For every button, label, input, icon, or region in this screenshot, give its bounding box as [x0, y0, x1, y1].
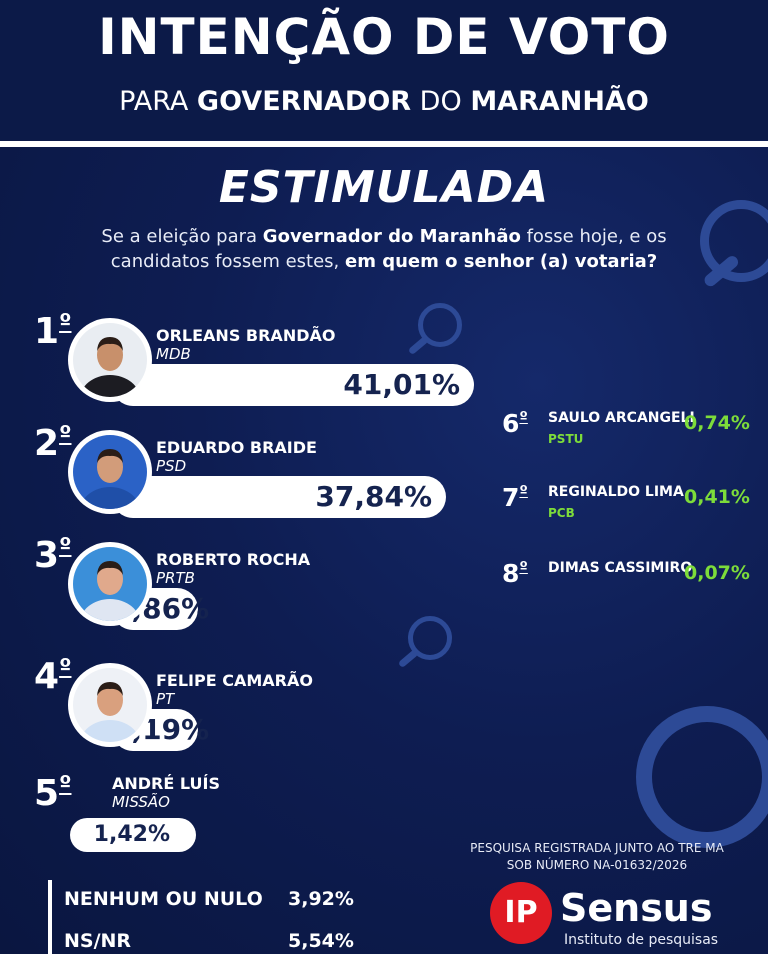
vote-percent-label: 37,84%	[315, 480, 432, 513]
rank-number: 5	[34, 773, 60, 814]
survey-question: Se a eleição para Governador do Maranhão…	[90, 224, 678, 274]
vote-bar	[70, 818, 196, 852]
registration-note: PESQUISA REGISTRADA JUNTO AO TRE MA SOB …	[452, 840, 742, 874]
photo-frame	[73, 435, 147, 509]
candidate-photo	[68, 663, 152, 747]
candidate-name: SAULO ARCANGELI	[548, 410, 695, 426]
avatar-shirt	[80, 375, 140, 397]
avatar-illustration	[73, 547, 147, 621]
logo-subtitle: Instituto de pesquisas	[564, 932, 719, 948]
logo-name: Sensus	[560, 886, 713, 930]
candidate-photo	[68, 318, 152, 402]
avatar-hair	[97, 561, 123, 575]
vote-percent-label: 0,74%	[684, 412, 750, 434]
avatar-head	[97, 451, 123, 483]
vote-percent-label: 0,07%	[684, 562, 750, 584]
rank-number: 4	[34, 656, 60, 697]
candidate-rank: 4º	[34, 655, 71, 697]
vote-percent-label: 0,41%	[684, 486, 750, 508]
ip-logo-mark: IP	[490, 882, 552, 944]
candidate-rank: 5º	[34, 772, 71, 814]
candidate-rank: 1º	[34, 310, 71, 352]
avatar-hair	[97, 682, 123, 696]
page-title: INTENÇÃO DE VOTO	[98, 8, 670, 66]
vote-percent-label: 1,42%	[93, 822, 170, 847]
candidate-party: PSD	[156, 457, 187, 475]
subtitle-bold-2: MARANHÃO	[470, 86, 649, 117]
header-divider	[0, 141, 768, 147]
candidate-name: FELIPE CAMARÃO	[156, 671, 313, 690]
survey-type-label: ESTIMULADA	[218, 162, 550, 213]
rank-ordinal: º	[59, 534, 72, 559]
rank-number: 8	[502, 559, 520, 588]
candidate-rank: 6º	[502, 408, 528, 438]
non-vote-label: NS/NR	[64, 930, 132, 952]
candidate-party: PT	[156, 690, 175, 708]
rank-ordinal: º	[59, 655, 72, 680]
question-part-2: Governador do Maranhão	[262, 226, 521, 247]
candidate-party: PRTB	[156, 569, 195, 587]
rank-number: 6	[502, 409, 520, 438]
subtitle-mid: DO	[411, 86, 471, 117]
rank-ordinal: º	[59, 422, 72, 447]
rank-ordinal: º	[519, 408, 528, 426]
candidate-rank: 3º	[34, 534, 71, 576]
avatar-hair	[97, 449, 123, 463]
rank-ordinal: º	[519, 482, 528, 500]
candidate-party: MDB	[156, 345, 191, 363]
rank-number: 7	[502, 483, 520, 512]
rank-number: 3	[34, 535, 60, 576]
candidate-name: ORLEANS BRANDÃO	[156, 326, 336, 345]
non-vote-label: NENHUM OU NULO	[64, 888, 263, 910]
registration-line-1: PESQUISA REGISTRADA JUNTO AO TRE MA	[470, 841, 724, 855]
photo-frame	[73, 323, 147, 397]
non-vote-percent: 5,54%	[288, 930, 354, 952]
avatar-shirt	[80, 487, 140, 509]
candidate-party: PCB	[548, 506, 575, 520]
avatar-illustration	[73, 435, 147, 509]
question-part-3: fosse hoje, e os candidatos fossem estes…	[110, 226, 667, 272]
rank-ordinal: º	[59, 772, 72, 797]
avatar-head	[97, 339, 123, 371]
non-votes-accent-line	[48, 880, 52, 954]
subtitle-bold-1: GOVERNADOR	[196, 86, 412, 117]
candidate-name: ANDRÉ LUÍS	[112, 774, 220, 793]
candidate-name: ROBERTO ROCHA	[156, 550, 311, 569]
avatar-shirt	[80, 720, 140, 742]
question-part-1: Se a eleição para	[101, 226, 263, 247]
rank-number: 1	[34, 311, 60, 352]
rank-ordinal: º	[59, 310, 72, 335]
header-band	[0, 0, 768, 140]
avatar-shirt	[80, 599, 140, 621]
candidate-name: DIMAS CASSIMIRO	[548, 560, 693, 576]
avatar-illustration	[73, 323, 147, 397]
non-vote-percent: 3,92%	[288, 888, 354, 910]
rank-number: 2	[34, 423, 60, 464]
rank-ordinal: º	[519, 558, 528, 576]
registration-line-2: SOB NÚMERO NA-01632/2026	[506, 858, 688, 872]
vote-bar	[112, 476, 446, 518]
candidate-rank: 7º	[502, 482, 528, 512]
page-subtitle: PARA GOVERNADOR DO MARANHÃO	[0, 86, 768, 117]
avatar-hair	[97, 337, 123, 351]
avatar-head	[97, 684, 123, 716]
question-part-4: em quem o senhor (a) votaria?	[345, 251, 658, 272]
candidate-rank: 2º	[34, 422, 71, 464]
candidate-party: MISSÃO	[112, 793, 170, 811]
avatar-head	[97, 563, 123, 595]
photo-frame	[73, 547, 147, 621]
candidate-photo	[68, 542, 152, 626]
candidate-name: REGINALDO LIMA	[548, 484, 684, 500]
candidate-rank: 8º	[502, 558, 528, 588]
subtitle-pre: PARA	[119, 86, 197, 117]
vote-bar	[112, 364, 474, 406]
candidate-photo	[68, 430, 152, 514]
photo-frame	[73, 668, 147, 742]
candidate-name: EDUARDO BRAIDE	[156, 438, 317, 457]
vote-percent-label: 41,01%	[343, 368, 460, 401]
avatar-illustration	[73, 668, 147, 742]
candidate-party: PSTU	[548, 432, 584, 446]
